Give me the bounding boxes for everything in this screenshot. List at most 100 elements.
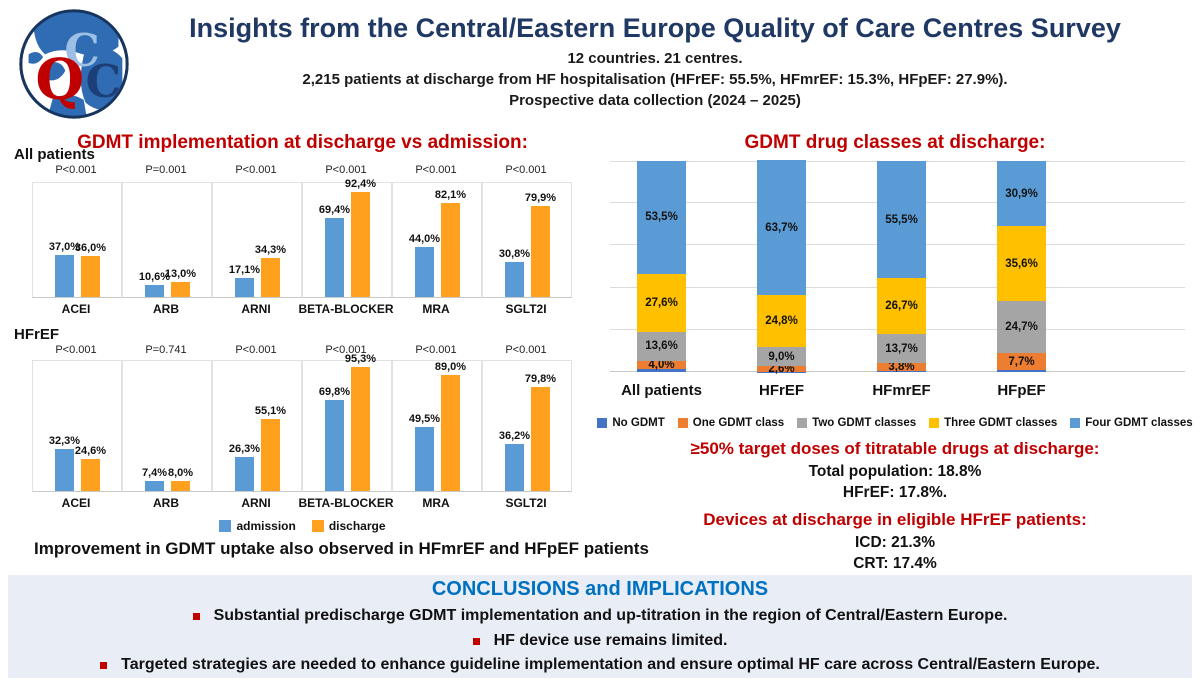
admission-bar	[415, 427, 434, 491]
stacked-bar-chart: 4,0% 13,6% 27,6% 53,5% 2,6% 9,0% 24,8% 63,7% 3,8…	[610, 160, 1185, 375]
segment-label: 9,0%	[768, 350, 795, 363]
stacked-category-label: All patients	[621, 382, 702, 399]
bar-value-label: 44,0%	[408, 233, 441, 245]
category-label: ARNI	[241, 302, 271, 316]
category-label: BETA-BLOCKER	[298, 302, 394, 316]
stacked-segment: 27,6%	[637, 273, 686, 333]
main-title: Insights from the Central/Eastern Europe…	[189, 13, 1121, 43]
p-value-label: P<0.001	[415, 344, 457, 356]
logo-letter-q: Q	[35, 47, 84, 113]
stacked-category-label: HFrEF	[759, 382, 804, 399]
titration-heading: ≥50% target doses of titratable drugs at…	[690, 439, 1100, 458]
admission-bar	[55, 449, 74, 491]
admission-bar	[235, 278, 254, 297]
gdmt-classes-section: GDMT drug classes at discharge: 4,0% 13,6…	[597, 128, 1193, 578]
titration-hfref: HFrEF: 17.8%.	[842, 484, 948, 501]
discharge-bar	[441, 375, 460, 491]
stacked-segment: 55,5%	[877, 161, 926, 279]
bar-value-label: 69,4%	[318, 204, 351, 216]
admission-bar	[325, 400, 344, 491]
p-value-label: P=0.741	[145, 344, 187, 356]
bar-value-label: 13,0%	[164, 268, 197, 280]
segment-label: 4,0%	[648, 359, 675, 372]
admission-bar	[145, 285, 164, 297]
legend-label: admission	[236, 519, 296, 533]
four-gdmt-classes-swatch	[1070, 418, 1081, 428]
stacked-bar: 3,8% 13,7% 26,7% 55,5%	[877, 161, 926, 374]
stacked-segment: 35,6%	[997, 226, 1046, 302]
discharge-bar	[81, 256, 100, 297]
p-value-label: P<0.001	[415, 164, 457, 176]
admission-bar	[505, 444, 524, 491]
three-gdmt-classes-swatch	[929, 418, 940, 428]
gdmt-classes-legend: No GDMT One GDMT class Two GDMT classes Thr…	[597, 417, 1193, 429]
legend-item: Three GDMT classes	[929, 417, 1057, 429]
bar-panel: 49,5% 89,0%	[392, 360, 482, 492]
discharge-swatch	[311, 520, 324, 532]
category-label: SGLT2I	[505, 496, 547, 510]
category-label: ARB	[153, 302, 179, 316]
legend-item: Two GDMT classes	[797, 417, 916, 429]
admission-discharge-legend: admission discharge	[10, 519, 595, 533]
admission-bar	[55, 255, 74, 297]
segment-label: 13,7%	[885, 342, 918, 355]
subtitle-patients: 2,215 patients at discharge from HF hosp…	[302, 71, 1008, 88]
bar-value-label: 32,3%	[48, 435, 81, 447]
stacked-segment: 13,7%	[877, 334, 926, 364]
one-gdmt-class-swatch	[677, 418, 688, 428]
devices-crt: CRT: 17.4%	[853, 555, 937, 572]
stacked-segment	[997, 369, 1046, 372]
bullet-square-icon	[472, 637, 480, 645]
admission-bar	[505, 262, 524, 297]
discharge-bar	[171, 481, 190, 491]
gdmt-implementation-section: GDMT implementation at discharge vs admi…	[10, 128, 649, 578]
bar-value-label: 49,5%	[408, 413, 441, 425]
stacked-category-label: HFmrEF	[872, 382, 931, 399]
bar-value-label: 8,0%	[167, 467, 194, 479]
segment-label: 30,9%	[1005, 187, 1038, 200]
discharge-bar	[351, 367, 370, 491]
legend-label: Two GDMT classes	[812, 417, 917, 429]
bar-value-label: 69,8%	[318, 386, 351, 398]
bar-panel: 30,8% 79,9%	[482, 182, 572, 298]
grouped-bar-charts: All patients P<0.001 37,0% 36,0% ACEI P=0.001…	[10, 128, 595, 518]
header: Insights from the Central/Eastern Europe…	[130, 12, 1180, 111]
two-gdmt-classes-swatch	[797, 418, 808, 428]
legend-label: Three GDMT classes	[944, 417, 1058, 429]
legend-label: No GDMT	[612, 417, 665, 429]
legend-label: Four GDMT classes	[1085, 417, 1193, 429]
segment-label: 3,8%	[888, 361, 915, 374]
conclusion-text-2: HF device use remains limited.	[493, 632, 728, 649]
conclusions-title: CONCLUSIONS and IMPLICATIONS	[431, 578, 769, 600]
discharge-bar	[351, 192, 370, 297]
stacked-segment: 3,8%	[877, 361, 926, 374]
group-label: All patients	[14, 146, 95, 163]
stacked-segment: 26,7%	[877, 278, 926, 335]
qcc-logo: C Q C	[16, 6, 132, 122]
category-label: ACEI	[61, 496, 91, 510]
segment-label: 53,5%	[645, 211, 678, 224]
admission-swatch	[219, 520, 232, 532]
segment-label: 27,6%	[645, 297, 678, 309]
admission-bar	[415, 247, 434, 297]
logo-letter-c1: C	[64, 25, 99, 77]
bullet-square-icon	[192, 612, 200, 620]
category-label: MRA	[422, 302, 450, 316]
segment-label: 55,5%	[885, 213, 918, 226]
p-value-label: P<0.001	[505, 344, 547, 356]
p-value-label: P<0.001	[505, 164, 547, 176]
legend-label: discharge	[328, 519, 386, 533]
stacked-segment: 2,6%	[757, 363, 806, 375]
right-section-heading: GDMT drug classes at discharge:	[744, 132, 1046, 153]
bar-value-label: 7,4%	[141, 467, 168, 479]
p-value-label: P<0.001	[325, 344, 367, 356]
bar-value-label: 79,9%	[524, 192, 557, 204]
bullet-square-icon	[100, 661, 108, 669]
stacked-segment: 9,0%	[757, 347, 806, 367]
bar-panel: 36,2% 79,8%	[482, 360, 572, 492]
stacked-bar: 4,0% 13,6% 27,6% 53,5%	[637, 161, 686, 372]
left-section-heading: GDMT implementation at discharge vs admi…	[77, 132, 528, 153]
segment-label: 35,6%	[1005, 257, 1038, 270]
segment-label: 7,7%	[1008, 355, 1035, 368]
